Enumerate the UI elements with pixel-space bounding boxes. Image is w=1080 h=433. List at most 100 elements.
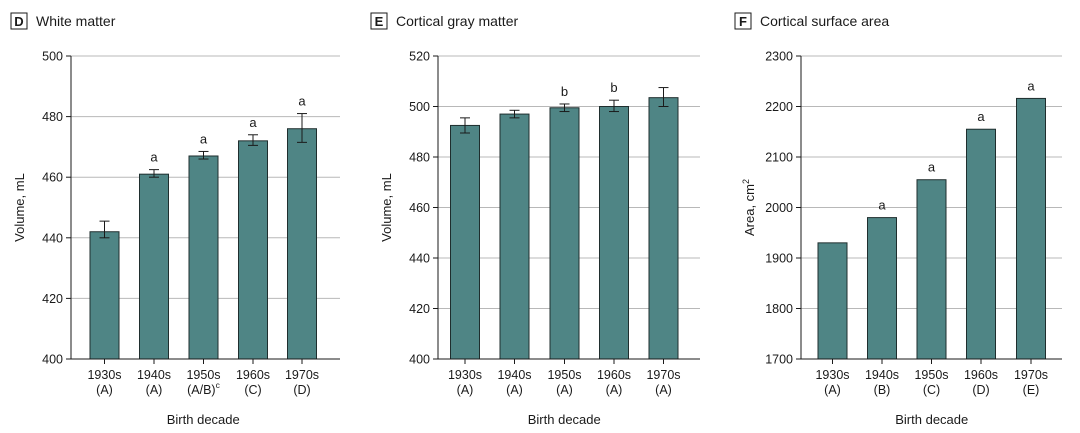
x-group-label-text: (A) [655, 383, 672, 397]
y-axis-label: Area, cm2 [741, 179, 757, 236]
bar-annotation: a [200, 131, 208, 146]
x-group-label: (A) [824, 383, 841, 397]
x-group-label: (A) [556, 383, 573, 397]
x-group-label: (A) [457, 383, 474, 397]
x-group-label: (A) [655, 383, 672, 397]
x-group-label: (A) [96, 383, 113, 397]
panel-letter: F [739, 14, 747, 29]
x-tick-label: 1940s [137, 368, 171, 382]
x-tick-label: 1950s [914, 368, 948, 382]
x-group-label: (D) [972, 383, 989, 397]
bar-1950s [916, 179, 947, 360]
y-axis-label-text: Volume, mL [379, 173, 394, 242]
bar-annotation: a [249, 115, 257, 130]
x-tick-label: 1970s [1014, 368, 1048, 382]
y-axis-label-superscript: 2 [741, 179, 751, 184]
x-group-label-text: (A) [556, 383, 573, 397]
x-group-label-text: (A) [824, 383, 841, 397]
x-group-label: (A) [146, 383, 163, 397]
panel-title: Cortical gray matter [396, 13, 518, 29]
x-tick-label: 1960s [597, 368, 631, 382]
bar-1970s [648, 97, 679, 360]
bar-1960s [238, 140, 268, 360]
y-tick-label: 1900 [765, 252, 793, 266]
x-group-label-text: (A) [96, 383, 113, 397]
y-tick-label: 500 [409, 100, 430, 114]
bar-annotation: a [1027, 78, 1035, 93]
panel-letter-box [734, 12, 752, 30]
bar-1940s [867, 217, 897, 360]
x-tick-label: 1960s [964, 368, 998, 382]
y-tick-label: 480 [42, 110, 63, 124]
y-tick-label: 420 [42, 292, 63, 306]
chart-panel-e: E Cortical gray matter 400 420 440 460 480 500 5… [370, 12, 700, 427]
bar-1930s [817, 242, 848, 360]
x-tick-label: 1950s [186, 368, 220, 382]
y-tick-label: 440 [409, 252, 430, 266]
y-tick-label: 1800 [765, 302, 793, 316]
bar-1970s [1016, 97, 1046, 360]
y-axis-label-text: Volume, mL [12, 173, 27, 242]
x-axis-label: Birth decade [895, 412, 968, 427]
x-group-label-text: (C) [923, 383, 940, 397]
x-group-label: (C) [244, 383, 261, 397]
y-tick-label: 480 [409, 151, 430, 165]
x-group-label-text: (B) [874, 383, 891, 397]
bar-1930s [89, 231, 120, 360]
bar-annotation: b [610, 80, 617, 95]
x-group-label-text: (C) [244, 383, 261, 397]
bar-annotation: a [298, 94, 306, 109]
bar-1960s [599, 106, 629, 360]
x-tick-label: 1930s [448, 368, 482, 382]
x-group-label-text: (A) [506, 383, 523, 397]
y-axis-label: Volume, mL [12, 173, 27, 242]
x-tick-label: 1970s [285, 368, 319, 382]
y-tick-label: 2000 [765, 201, 793, 215]
x-axis-label: Birth decade [528, 412, 601, 427]
y-tick-label: 500 [42, 50, 63, 64]
y-tick-label: 420 [409, 302, 430, 316]
x-group-label: (B) [874, 383, 891, 397]
x-group-label: (A) [506, 383, 523, 397]
panel-letter-box [10, 12, 28, 30]
x-group-label-text: (D) [293, 383, 310, 397]
y-tick-label: 460 [409, 201, 430, 215]
bar-1950s [549, 107, 580, 360]
x-group-label: (A/B)c [187, 380, 220, 397]
x-group-label: (E) [1023, 383, 1040, 397]
bar-1950s [188, 155, 219, 360]
x-group-label-text: (A/B) [187, 383, 215, 397]
bar-1960s [966, 128, 996, 360]
y-tick-label: 520 [409, 50, 430, 64]
x-group-label-text: (E) [1023, 383, 1040, 397]
x-group-label-text: (A) [146, 383, 163, 397]
bar-1940s [139, 173, 169, 360]
x-tick-label: 1930s [815, 368, 849, 382]
bar-annotation: a [878, 198, 886, 213]
x-tick-label: 1930s [87, 368, 121, 382]
chart-panel-f: F Cortical surface area170018001900200021… [734, 12, 1062, 427]
y-tick-label: 2100 [765, 151, 793, 165]
panel-letter: E [375, 14, 384, 29]
y-tick-label: 2200 [765, 100, 793, 114]
x-tick-label: 1940s [865, 368, 899, 382]
panel-letter-box [370, 12, 388, 30]
x-tick-label: 1960s [236, 368, 270, 382]
y-axis-label: Volume, mL [379, 173, 394, 242]
x-tick-label: 1940s [497, 368, 531, 382]
y-tick-label: 2300 [765, 50, 793, 64]
panel-title: Cortical surface area [760, 13, 889, 29]
x-group-label: (C) [923, 383, 940, 397]
panel-letter: D [14, 14, 23, 29]
x-group-label: (D) [293, 383, 310, 397]
x-group-label-superscript: c [216, 380, 221, 390]
y-tick-label: 400 [42, 353, 63, 367]
bar-annotation: a [150, 150, 158, 165]
y-tick-label: 460 [42, 171, 63, 185]
x-group-label: (A) [606, 383, 623, 397]
x-group-label-text: (A) [606, 383, 623, 397]
bar-annotation: a [928, 160, 936, 175]
panel-title: White matter [36, 13, 116, 29]
bar-1970s [287, 128, 317, 360]
